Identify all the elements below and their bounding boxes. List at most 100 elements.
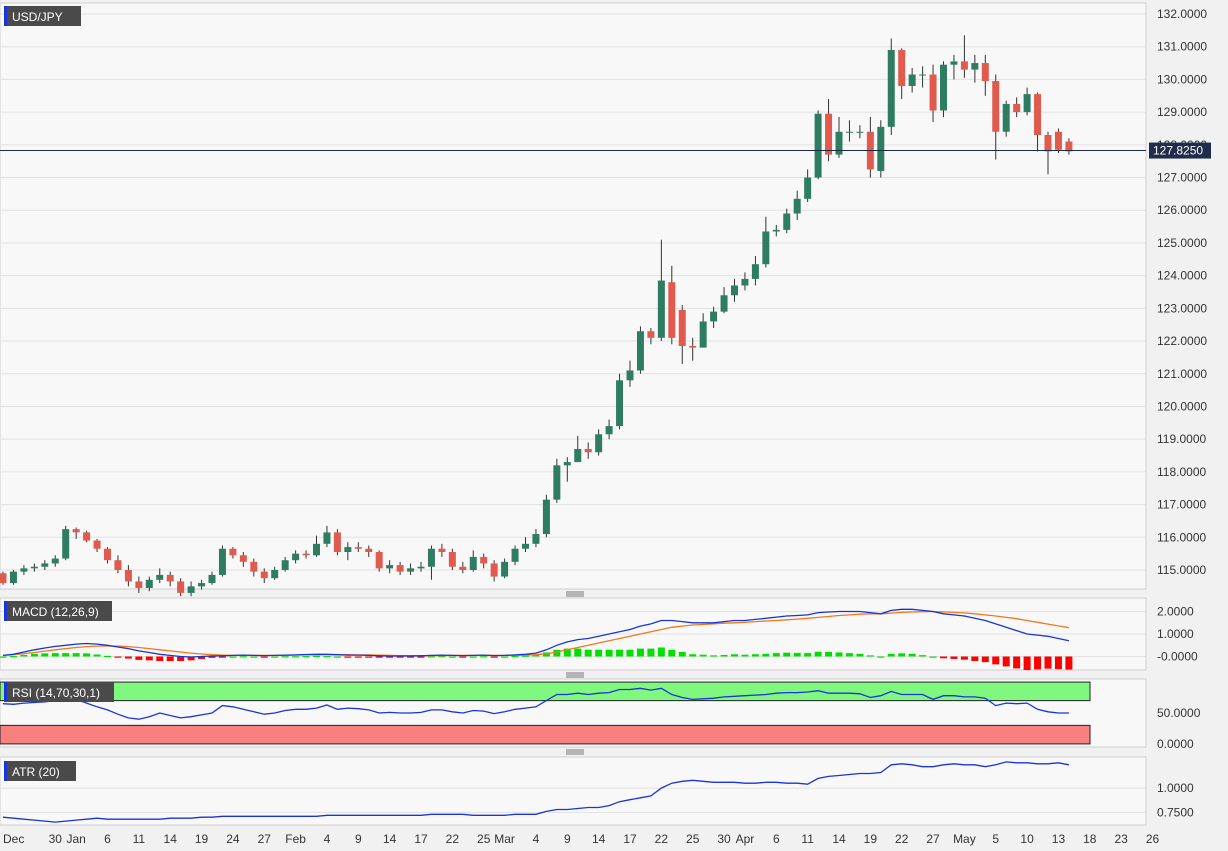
- macd-histogram-bar: [365, 656, 373, 658]
- atr-label[interactable]: ATR (20): [4, 761, 76, 781]
- candle-body: [814, 113, 822, 178]
- candle-body: [668, 282, 676, 338]
- macd-histogram-bar: [511, 656, 519, 658]
- candle: [239, 552, 247, 567]
- panel-resize-handle[interactable]: [566, 591, 584, 597]
- panel-resize-handle[interactable]: [566, 672, 584, 678]
- candle: [396, 561, 404, 575]
- candle-body: [616, 380, 624, 427]
- x-tick-label: 19: [195, 832, 209, 846]
- macd-histogram-bar: [595, 649, 603, 657]
- candle: [323, 525, 331, 548]
- macd-histogram-bar: [689, 654, 697, 657]
- candle-body: [553, 465, 561, 500]
- rsi-tick-label: 0.0000: [1157, 737, 1194, 751]
- candle-body: [584, 448, 592, 453]
- candle-body: [1065, 141, 1073, 152]
- macd-histogram-bar: [20, 654, 28, 657]
- rsi-axis: 0.0000 50.0000: [1157, 706, 1201, 751]
- macd-histogram-bar: [501, 656, 509, 658]
- macd-histogram-bar: [271, 656, 279, 658]
- candle-body: [166, 574, 174, 582]
- candle-body: [898, 49, 906, 86]
- candle-body: [762, 231, 770, 265]
- candle-body: [501, 561, 509, 577]
- candle-body: [0, 573, 7, 584]
- macd-histogram-bar: [344, 656, 352, 658]
- symbol-label[interactable]: USD/JPY: [4, 6, 81, 26]
- price-tick-label: 123.0000: [1157, 301, 1207, 315]
- candle: [1034, 92, 1042, 152]
- candle-body: [438, 548, 446, 553]
- candle: [992, 74, 1000, 160]
- macd-histogram-bar: [668, 649, 676, 657]
- macd-histogram-bar: [793, 652, 801, 657]
- candle: [20, 565, 28, 575]
- candle: [187, 581, 195, 597]
- x-tick-label: 23: [1114, 832, 1128, 846]
- macd-signal-line: [2, 610, 1070, 657]
- candle: [929, 64, 937, 122]
- macd-line: [2, 608, 1070, 658]
- rsi-oversold-zone: [0, 724, 1091, 745]
- macd-histogram-bar: [919, 655, 927, 657]
- candle-body: [731, 285, 738, 296]
- price-tick-label: 124.0000: [1157, 269, 1207, 283]
- candle: [427, 545, 435, 580]
- macd-histogram-bar: [720, 654, 728, 657]
- panel-resize-handle[interactable]: [566, 749, 584, 755]
- candle: [501, 558, 509, 579]
- candle-body: [605, 426, 613, 435]
- x-tick-label: 6: [104, 832, 111, 846]
- candle: [1065, 138, 1073, 155]
- candle-body: [145, 579, 153, 588]
- macd-histogram-bar: [438, 656, 446, 658]
- macd-label[interactable]: MACD (12,26,9): [4, 601, 112, 621]
- price-gridlines: [0, 13, 1146, 571]
- x-tick-label: 19: [864, 832, 878, 846]
- price-panel-bg: [0, 2, 1147, 590]
- macd-histogram-bar: [208, 656, 216, 658]
- candle: [72, 527, 80, 539]
- candle-body: [365, 548, 373, 553]
- x-tick-label: 14: [592, 832, 606, 846]
- x-tick-label: May: [953, 832, 976, 846]
- candle: [459, 561, 467, 574]
- candle: [114, 555, 122, 574]
- candle-body: [490, 563, 498, 577]
- x-tick-label: Apr: [736, 832, 755, 846]
- macd-histogram-bar: [542, 652, 550, 657]
- macd-histogram-bar: [198, 656, 206, 659]
- rsi-label[interactable]: RSI (14,70,30,1): [4, 682, 114, 702]
- candle-body: [647, 331, 655, 338]
- candle-body: [313, 543, 320, 556]
- candle: [532, 529, 540, 548]
- candle-body: [83, 532, 91, 541]
- candle: [751, 256, 759, 286]
- candle-body: [427, 548, 435, 567]
- candle-body: [396, 565, 404, 572]
- candle: [41, 560, 49, 570]
- candle-body: [292, 553, 300, 561]
- x-tick-label: Jan: [66, 832, 85, 846]
- current-price-label: 127.8250: [1153, 144, 1203, 158]
- macd-histogram-bar: [187, 656, 195, 661]
- candle: [177, 578, 185, 597]
- candle: [281, 556, 289, 572]
- candle-body: [218, 548, 226, 575]
- macd-histogram-bar: [135, 656, 143, 660]
- candle-body: [835, 131, 843, 155]
- candle: [793, 190, 801, 221]
- price-tick-label: 132.0000: [1157, 7, 1207, 21]
- macd-histogram-bar: [1034, 656, 1042, 670]
- candle: [83, 530, 91, 543]
- price-tick-label: 130.0000: [1157, 72, 1207, 86]
- candle-body: [333, 532, 341, 553]
- macd-histogram-bar: [908, 653, 916, 657]
- macd-tick-label: 1.0000: [1157, 627, 1194, 641]
- candle-body: [992, 81, 1000, 132]
- candle: [689, 337, 697, 361]
- candle-body: [960, 61, 968, 70]
- macd-histogram-bar: [323, 656, 331, 658]
- x-tick-label: 9: [564, 832, 571, 846]
